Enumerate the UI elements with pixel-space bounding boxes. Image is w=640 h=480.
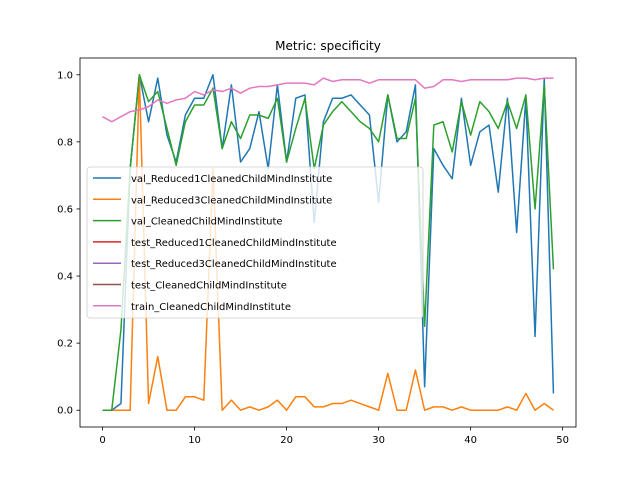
legend-label: test_Reduced1CleanedChildMindInstitute bbox=[131, 238, 337, 249]
series-line-6 bbox=[102, 77, 554, 123]
legend-label: val_Reduced3CleanedChildMindInstitute bbox=[131, 195, 332, 206]
x-tick-label: 30 bbox=[372, 435, 385, 446]
legend-box bbox=[86, 166, 424, 319]
x-tick-label: 50 bbox=[556, 435, 569, 446]
legend-label: test_CleanedChildMindInstitute bbox=[131, 281, 287, 292]
x-tick-label: 20 bbox=[280, 435, 293, 446]
series-line-1 bbox=[102, 74, 554, 411]
y-tick-label: 0.8 bbox=[57, 137, 73, 148]
legend-label: train_CleanedChildMindInstitute bbox=[131, 302, 291, 313]
y-tick-label: 0.2 bbox=[57, 339, 73, 350]
axes-frame bbox=[79, 57, 577, 428]
y-tick-label: 0.0 bbox=[57, 406, 73, 417]
legend-label: val_Reduced1CleanedChildMindInstitute bbox=[131, 174, 332, 185]
legend-label: test_Reduced3CleanedChildMindInstitute bbox=[131, 259, 337, 270]
plot-area bbox=[102, 74, 555, 411]
legend-label: val_CleanedChildMindInstitute bbox=[131, 217, 283, 228]
x-tick-label: 0 bbox=[99, 435, 105, 446]
series-line-2 bbox=[102, 74, 555, 411]
y-tick-label: 0.4 bbox=[57, 272, 73, 283]
y-tick-label: 0.6 bbox=[57, 204, 73, 215]
chart-title: Metric: specificity bbox=[275, 39, 381, 53]
x-tick-label: 10 bbox=[188, 435, 201, 446]
y-tick-label: 1.0 bbox=[57, 70, 73, 81]
x-tick-label: 40 bbox=[464, 435, 477, 446]
series-line-0 bbox=[102, 74, 555, 411]
legend: val_Reduced1CleanedChildMindInstituteval… bbox=[86, 166, 424, 319]
axes: 0 10 20 30 40 50 0.0 0.2 0.4 0.6 0.8 1.0 bbox=[57, 57, 577, 446]
